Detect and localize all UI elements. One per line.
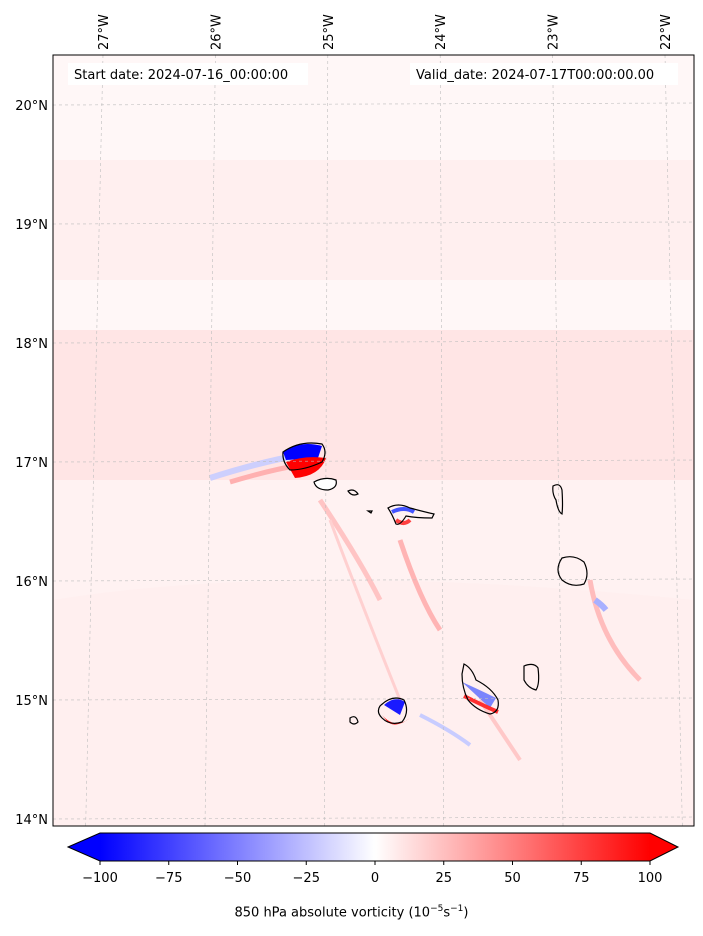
parallel-line	[52, 578, 695, 582]
lon-tick-label: 23°W	[547, 14, 562, 50]
lat-tick-label: 19°N	[15, 218, 48, 233]
coastlines	[282, 442, 588, 725]
colorbar-extend-min	[68, 833, 100, 861]
colorbar-tick-label: 50	[504, 871, 521, 886]
island-santo-antao	[282, 442, 326, 471]
start-date-box	[68, 63, 308, 85]
parallel-line	[52, 816, 695, 820]
latitude-tick-labels: 20°N 19°N 18°N 17°N 16°N 15°N 14°N	[15, 99, 48, 828]
parallel-line	[52, 221, 695, 225]
colorbar-label-mid: s	[443, 905, 451, 921]
lat-tick-label: 17°N	[15, 456, 48, 471]
colorbar-tick-label: −75	[155, 871, 182, 886]
lat-tick-label: 20°N	[15, 99, 48, 114]
meridian-line	[204, 54, 216, 827]
colorbar-tick-label: 100	[638, 871, 663, 886]
lon-tick-label: 26°W	[209, 14, 224, 50]
lat-tick-label: 18°N	[15, 337, 48, 352]
island-sao-nicolau	[387, 504, 435, 525]
graticule	[52, 54, 695, 827]
colorbar-tick-label: −100	[82, 871, 118, 886]
colorbar-label-exp1: −5	[430, 904, 444, 914]
longitude-tick-labels: 27°W 26°W 25°W 24°W 23°W 22°W	[97, 14, 674, 50]
colorbar: −100 −75 −50 −25 0 25 50 75 100	[66, 832, 680, 886]
colorbar-tick-label: 25	[435, 871, 452, 886]
lon-tick-label: 24°W	[434, 14, 449, 50]
meridian-line	[439, 54, 444, 827]
colorbar-tick-label: 75	[573, 871, 590, 886]
lon-tick-label: 22°W	[659, 14, 674, 50]
lon-tick-label: 27°W	[97, 14, 112, 50]
map-frame	[52, 54, 695, 827]
colorbar-gradient	[100, 833, 650, 861]
meridian-line	[552, 54, 564, 827]
island-maio	[523, 663, 540, 691]
colorbar-label-main: 850 hPa absolute vorticity (10	[234, 905, 431, 921]
island-fogo	[377, 697, 408, 724]
meridian-line	[324, 54, 329, 827]
island-sal	[552, 484, 564, 515]
start-date-label: Start date: 2024-07-16_00:00:00	[74, 68, 288, 83]
lat-tick-label: 16°N	[15, 575, 48, 590]
meridian-line	[85, 54, 104, 827]
parallel-line	[52, 102, 695, 106]
parallel-line	[52, 697, 695, 701]
parallel-line	[52, 340, 695, 344]
islet	[366, 510, 373, 514]
colorbar-label-exp2: −1	[450, 904, 464, 914]
parallel-line	[52, 459, 695, 463]
island-santa-luzia	[347, 489, 359, 496]
colorbar-tick-label: 0	[371, 871, 379, 886]
island-santiago	[461, 663, 499, 715]
colorbar-ticks: −100 −75 −50 −25 0 25 50 75 100	[82, 861, 662, 886]
colorbar-tick-label: −50	[224, 871, 251, 886]
island-sao-vicente	[313, 477, 337, 491]
island-boa-vista	[557, 556, 588, 586]
lon-tick-label: 25°W	[322, 14, 337, 50]
negative-vorticity-core	[283, 444, 322, 460]
valid-date-label: Valid_date: 2024-07-17T00:00:00.00	[416, 68, 654, 83]
vorticity-field	[53, 55, 694, 826]
colorbar-tick-label: −25	[293, 871, 320, 886]
colorbar-extend-max	[650, 833, 678, 861]
lat-tick-label: 15°N	[15, 694, 48, 709]
colorbar-label: 850 hPa absolute vorticity (10−5s−1)	[0, 904, 703, 920]
meridian-line	[664, 54, 683, 827]
valid-date-box	[410, 63, 678, 85]
colorbar-label-end: )	[463, 905, 469, 921]
island-brava	[349, 716, 359, 725]
lat-tick-label: 14°N	[15, 813, 48, 828]
